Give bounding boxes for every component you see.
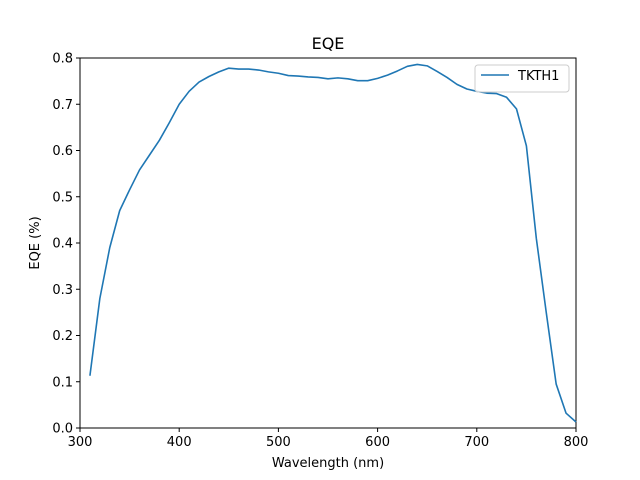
x-tick-label-2: 500 [266, 435, 291, 450]
series-line-0 [89, 63, 577, 423]
x-tick-label-5: 800 [564, 435, 589, 450]
x-tick-label-1: 400 [167, 435, 192, 450]
legend-label-tkth1: TKTH1 [517, 69, 559, 84]
y-tick-label-5: 0.5 [52, 190, 73, 205]
y-tick-label-0: 0.0 [52, 422, 73, 437]
plot-frame [79, 57, 577, 429]
x-tick-label-3: 600 [365, 435, 390, 450]
legend-box [474, 64, 570, 93]
x-tick-label-4: 700 [464, 435, 489, 450]
x-axis-label: Wavelength (nm) [272, 456, 384, 471]
y-tick-label-2: 0.2 [52, 329, 73, 344]
y-tick-label-3: 0.3 [52, 283, 73, 298]
y-tick-label-8: 0.8 [52, 52, 73, 67]
y-tick-label-1: 0.1 [52, 375, 73, 390]
chart-title: EQE [312, 34, 345, 53]
x-tick-label-0: 300 [68, 435, 93, 450]
y-axis: 0.0 0.1 0.2 0.3 0.4 0.5 0.6 0.7 0.8 [52, 52, 80, 437]
x-axis: 300 400 500 600 700 800 [68, 428, 589, 450]
y-axis-label: EQE (%) [28, 216, 43, 269]
series-layer [89, 63, 577, 423]
legend: TKTH1 [474, 64, 570, 93]
y-tick-label-7: 0.7 [52, 98, 73, 113]
y-tick-label-6: 0.6 [52, 144, 73, 159]
y-tick-label-4: 0.4 [52, 237, 73, 252]
